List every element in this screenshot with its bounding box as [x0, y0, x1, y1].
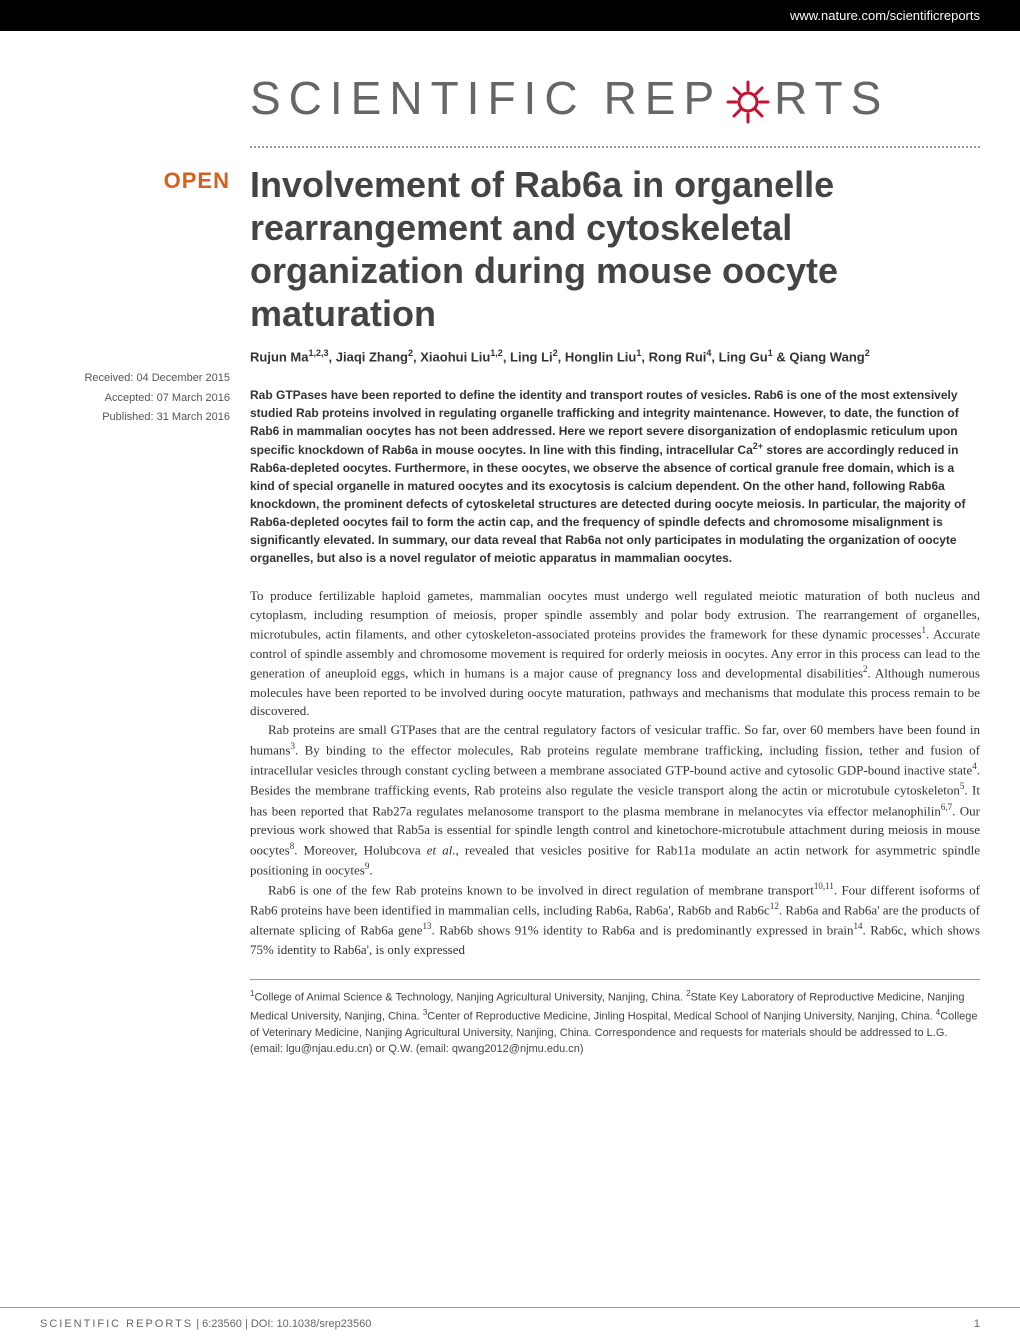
gear-icon: [724, 71, 772, 126]
logo-part1: SCIENTIFIC: [250, 71, 586, 125]
article-body: To produce fertilizable haploid gametes,…: [250, 587, 980, 960]
article-authors: Rujun Ma1,2,3, Jiaqi Zhang2, Xiaohui Liu…: [250, 346, 980, 368]
body-paragraph: Rab proteins are small GTPases that are …: [250, 721, 980, 880]
right-column: Involvement of Rab6a in organelle rearra…: [250, 148, 980, 1058]
open-access-badge: OPEN: [40, 168, 230, 194]
article-abstract: Rab GTPases have been reported to define…: [250, 386, 980, 567]
article-dates: Received: 04 December 2015 Accepted: 07 …: [40, 369, 230, 428]
header-bar: www.nature.com/scientificreports: [0, 0, 1020, 31]
date-published: Published: 31 March 2016: [40, 408, 230, 428]
left-column: OPEN Received: 04 December 2015 Accepted…: [40, 148, 250, 1058]
body-paragraph: Rab6 is one of the few Rab proteins know…: [250, 880, 980, 959]
article-title: Involvement of Rab6a in organelle rearra…: [250, 163, 980, 336]
footer-doi: | 6:23560 | DOI: 10.1038/srep23560: [193, 1318, 371, 1330]
journal-logo: SCIENTIFIC REP RTS: [0, 31, 1020, 146]
page-footer: SCIENTIFIC REPORTS | 6:23560 | DOI: 10.1…: [0, 1307, 1020, 1340]
affiliation-divider: [250, 979, 980, 980]
affiliations: 1College of Animal Science & Technology,…: [250, 988, 980, 1057]
journal-url[interactable]: www.nature.com/scientificreports: [790, 8, 980, 23]
page-number: 1: [974, 1318, 980, 1330]
body-paragraph: To produce fertilizable haploid gametes,…: [250, 587, 980, 722]
logo-part3: RTS: [774, 71, 889, 125]
main-content: OPEN Received: 04 December 2015 Accepted…: [0, 148, 1020, 1058]
footer-journal: SCIENTIFIC REPORTS: [40, 1318, 193, 1330]
logo-part2: REP: [604, 71, 723, 125]
date-received: Received: 04 December 2015: [40, 369, 230, 389]
date-accepted: Accepted: 07 March 2016: [40, 389, 230, 409]
footer-citation: SCIENTIFIC REPORTS | 6:23560 | DOI: 10.1…: [40, 1318, 371, 1330]
logo-text: SCIENTIFIC REP RTS: [250, 71, 980, 126]
